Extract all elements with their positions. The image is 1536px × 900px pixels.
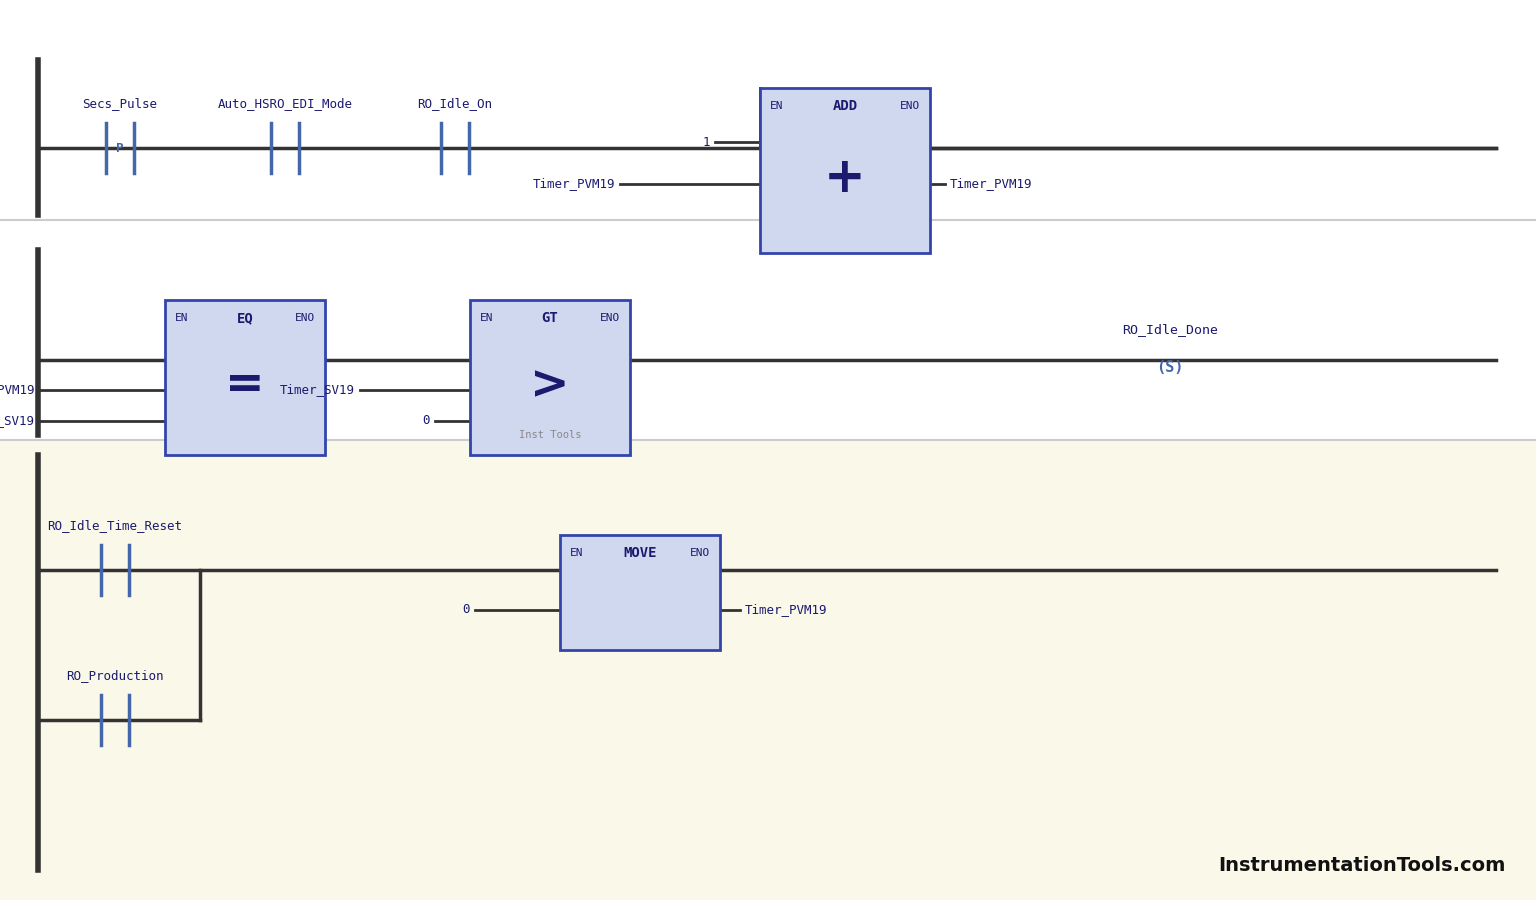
Text: Timer_PVM19: Timer_PVM19 <box>0 383 35 396</box>
Bar <box>561 535 720 650</box>
Text: P: P <box>117 141 124 155</box>
Text: EN: EN <box>479 313 493 323</box>
Text: ENO: ENO <box>900 101 920 111</box>
Text: Inst Tools: Inst Tools <box>519 430 581 440</box>
Text: Timer_SV19: Timer_SV19 <box>0 414 35 427</box>
Bar <box>0 0 1536 440</box>
Text: Secs_Pulse: Secs_Pulse <box>83 97 158 110</box>
Text: InstrumentationTools.com: InstrumentationTools.com <box>1218 856 1505 875</box>
Text: Timer_PVM19: Timer_PVM19 <box>533 177 614 190</box>
Bar <box>0 440 1536 900</box>
Text: ENO: ENO <box>599 313 621 323</box>
Text: 0: 0 <box>422 414 430 427</box>
Text: RO_Idle_Time_Reset: RO_Idle_Time_Reset <box>48 519 183 532</box>
Text: Auto_HSRO_EDI_Mode: Auto_HSRO_EDI_Mode <box>218 97 352 110</box>
Text: Timer_PVM19: Timer_PVM19 <box>949 177 1032 190</box>
Text: RO_Idle_Done: RO_Idle_Done <box>1121 323 1218 337</box>
Text: GT: GT <box>542 311 559 325</box>
Text: ENO: ENO <box>690 548 710 558</box>
Text: 0: 0 <box>462 603 470 616</box>
Text: EN: EN <box>570 548 584 558</box>
Text: +: + <box>825 155 866 202</box>
Bar <box>470 300 630 455</box>
Text: RO_Production: RO_Production <box>66 669 164 682</box>
Text: Timer_PVM19: Timer_PVM19 <box>745 603 828 616</box>
Bar <box>760 88 929 253</box>
Text: EN: EN <box>175 313 189 323</box>
Text: EN: EN <box>770 101 783 111</box>
Text: >: > <box>530 363 570 408</box>
Text: ENO: ENO <box>295 313 315 323</box>
Text: EQ: EQ <box>237 311 253 325</box>
Text: (S): (S) <box>1157 361 1184 375</box>
Bar <box>164 300 326 455</box>
Text: Timer_SV19: Timer_SV19 <box>280 383 355 396</box>
Text: =: = <box>226 363 264 408</box>
Text: MOVE: MOVE <box>624 546 657 560</box>
Text: 1: 1 <box>702 136 710 149</box>
Text: ADD: ADD <box>833 99 857 113</box>
Text: RO_Idle_On: RO_Idle_On <box>418 97 493 110</box>
